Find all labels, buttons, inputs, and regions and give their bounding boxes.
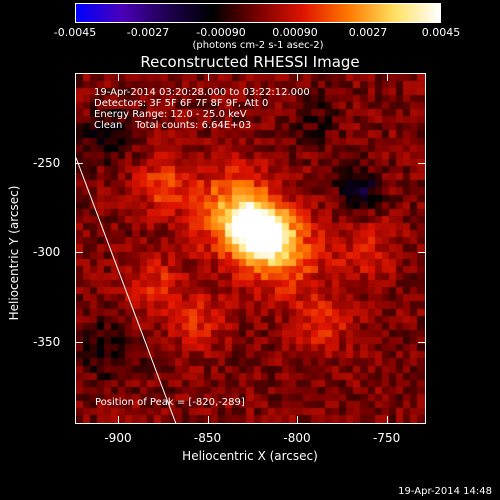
y-tick-mark xyxy=(418,252,426,254)
x-tick-label: -900 xyxy=(104,431,132,445)
y-tick-mark xyxy=(75,341,83,343)
colorbar xyxy=(75,3,441,23)
x-tick-label: -850 xyxy=(193,431,222,445)
x-tick-label: -800 xyxy=(283,431,311,445)
colorbar-units: (photons cm-2 s-1 asec-2) xyxy=(192,40,324,51)
chart-title: Reconstructed RHESSI Image xyxy=(140,53,360,71)
info-energy-range: Energy Range: 12.0 - 25.0 keV xyxy=(94,109,247,120)
colorbar-tick-label: -0.0027 xyxy=(126,26,170,39)
x-tick-mark xyxy=(117,73,119,81)
render-timestamp: 19-Apr-2014 14:48 xyxy=(398,486,492,497)
plot-area: 19-Apr-2014 03:20:28.000 to 03:22:12.000… xyxy=(75,73,426,424)
colorbar-tick-label: 0.0027 xyxy=(348,26,388,39)
x-tick-mark xyxy=(207,416,209,424)
colorbar-tick-label: 0.00090 xyxy=(272,26,318,39)
x-tick-mark xyxy=(117,416,119,424)
y-tick-label: -350 xyxy=(33,334,61,349)
y-tick-label: -300 xyxy=(33,245,61,260)
x-tick-mark xyxy=(297,416,299,424)
x-tick-mark xyxy=(207,73,209,81)
y-tick-mark xyxy=(418,341,426,343)
info-time-range: 19-Apr-2014 03:20:28.000 to 03:22:12.000 xyxy=(94,87,310,98)
solar-limb-layer xyxy=(76,157,177,423)
y-axis-label: Heliocentric Y (arcsec) xyxy=(7,185,21,321)
x-tick-mark xyxy=(386,73,388,81)
solar-limb-line xyxy=(76,157,177,423)
y-tick-mark xyxy=(75,252,83,254)
colorbar-tick-label: 0.0045 xyxy=(421,26,461,39)
x-tick-label: -750 xyxy=(372,431,401,445)
y-tick-label: -250 xyxy=(33,155,61,170)
colorbar-gradient xyxy=(75,3,441,23)
x-tick-mark xyxy=(297,73,299,81)
peak-position-label: Position of Peak = [-820,-289] xyxy=(95,397,245,408)
info-detectors: Detectors: 3F 5F 6F 7F 8F 9F, Att 0 xyxy=(94,98,269,109)
heatmap-image xyxy=(76,74,425,423)
x-tick-mark xyxy=(386,416,388,424)
colorbar-tick-label: -0.0045 xyxy=(53,26,97,39)
y-tick-mark xyxy=(75,162,83,164)
x-axis-label: Heliocentric X (arcsec) xyxy=(182,449,318,463)
info-clean-counts: Clean Total counts: 6.64E+03 xyxy=(94,120,252,131)
y-tick-mark xyxy=(418,162,426,164)
colorbar-tick-label: -0.00090 xyxy=(196,26,246,39)
